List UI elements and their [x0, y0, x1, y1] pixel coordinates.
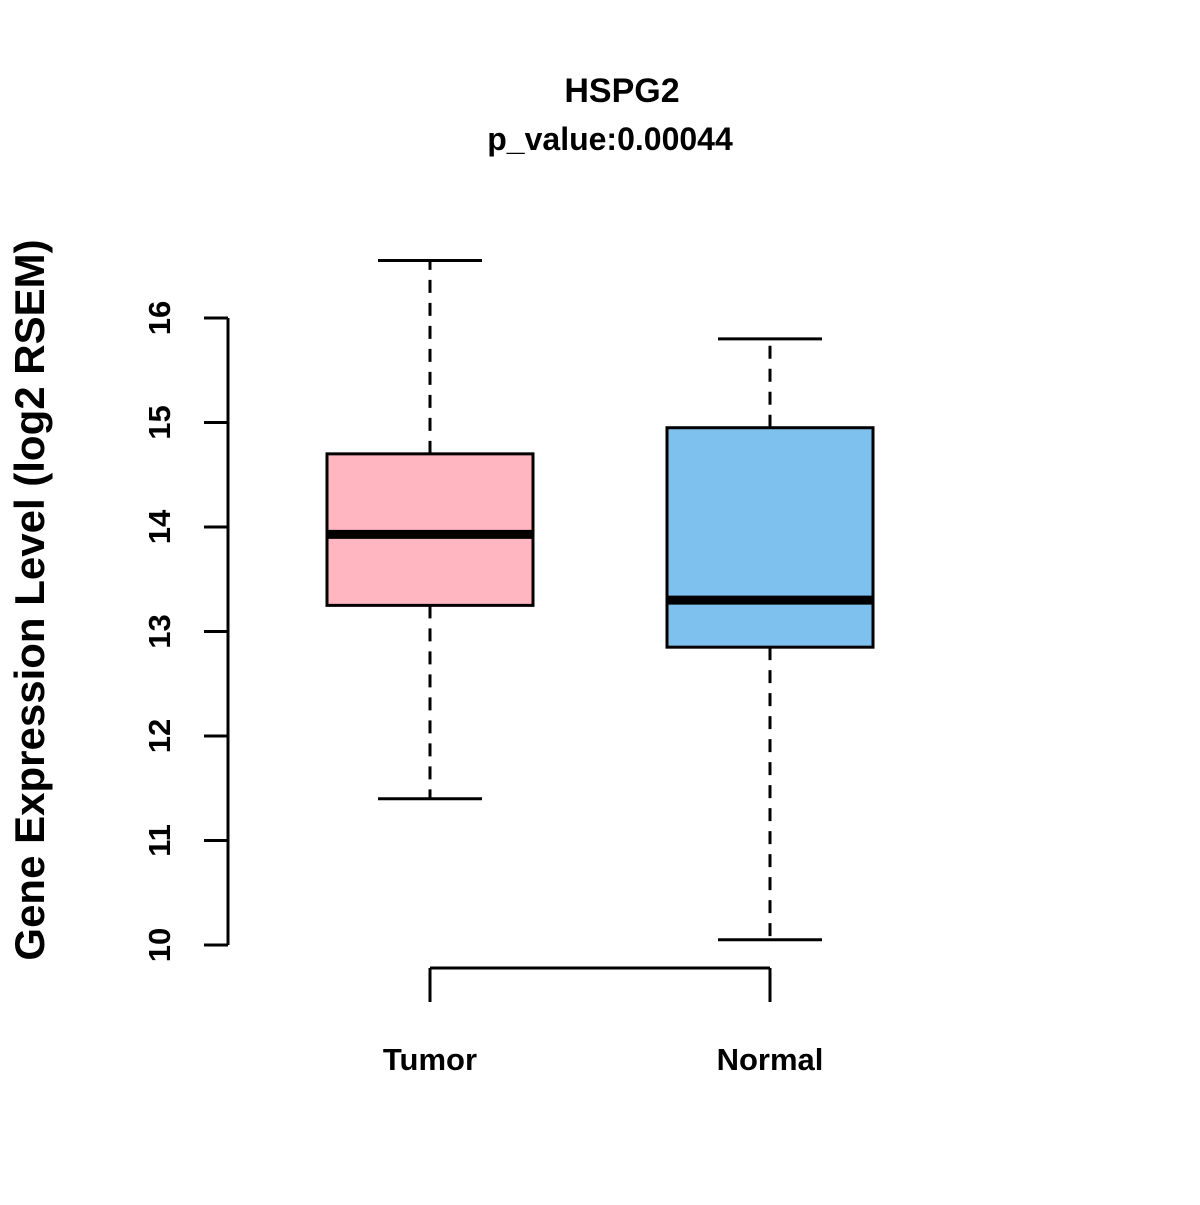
y-tick-label: 13: [142, 614, 177, 648]
y-tick-label: 16: [142, 301, 177, 335]
y-tick-label: 10: [142, 928, 177, 962]
chart-title: HSPG2: [564, 72, 679, 110]
tumor-box: [325, 452, 535, 607]
chart-subtitle: p_value:0.00044: [487, 121, 733, 157]
y-axis-label: Gene Expression Level (log2 RSEM): [6, 239, 53, 960]
y-tick-label: 15: [142, 405, 177, 439]
plot-layer: 10 11 12 13 14 15 16 Tumor Normal: [142, 259, 875, 1077]
y-tick-label: 11: [142, 824, 177, 857]
normal-box: [665, 426, 875, 649]
y-tick-label: 14: [142, 509, 177, 544]
y-tick-label: 12: [142, 719, 177, 753]
x-label-tumor: Tumor: [383, 1042, 477, 1077]
x-label-normal: Normal: [717, 1042, 824, 1077]
